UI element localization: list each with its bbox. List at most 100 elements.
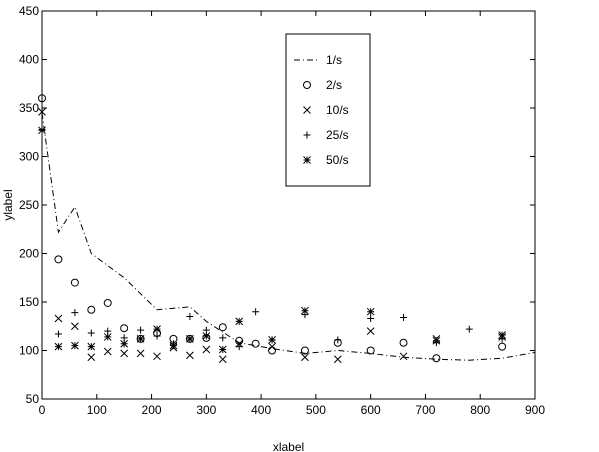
x-tick-label: 400 — [251, 403, 271, 417]
data-point — [432, 354, 441, 363]
legend-box — [285, 33, 371, 187]
legend-label: 2/s — [326, 78, 342, 92]
data-point — [366, 327, 375, 335]
legend-item: 25/s — [303, 128, 349, 142]
data-point — [300, 346, 309, 355]
legend-item: 1/s — [294, 53, 342, 67]
y-tick-label: 400 — [19, 53, 39, 67]
data-point — [153, 352, 161, 361]
x-tick-label: 800 — [470, 403, 490, 417]
data-point — [120, 324, 129, 333]
x-axis-label: xlabel — [273, 440, 304, 452]
data-point — [218, 355, 227, 364]
data-point — [268, 346, 277, 355]
data-point — [202, 345, 211, 354]
data-point — [103, 347, 112, 356]
data-point — [71, 322, 79, 331]
legend-swatch — [303, 106, 311, 114]
data-point — [498, 342, 507, 351]
series-0 — [41, 112, 536, 361]
x-tick-label: 700 — [415, 403, 435, 417]
data-point — [153, 332, 161, 340]
series-layer — [38, 94, 536, 364]
y-tick-label: 50 — [26, 392, 40, 406]
data-point — [400, 314, 408, 322]
data-point — [87, 342, 96, 351]
legend-swatch — [303, 81, 311, 89]
data-point — [235, 343, 243, 351]
data-point — [251, 339, 260, 348]
data-point — [334, 336, 342, 344]
data-point — [87, 329, 95, 337]
legend-label: 10/s — [326, 103, 349, 117]
data-point — [432, 336, 441, 345]
data-point — [399, 338, 408, 347]
series-2 — [38, 108, 506, 364]
legend-item: 2/s — [303, 78, 342, 92]
x-tick-label: 500 — [306, 403, 326, 417]
series-4 — [38, 126, 506, 354]
data-point — [87, 305, 96, 314]
data-point — [202, 332, 211, 340]
data-point — [54, 314, 63, 323]
data-point — [186, 313, 194, 321]
series-line — [41, 112, 536, 361]
data-point — [235, 317, 244, 326]
data-point — [268, 335, 276, 344]
data-point — [136, 335, 145, 343]
data-point — [366, 346, 375, 355]
data-point — [87, 353, 96, 362]
data-point — [218, 345, 227, 354]
data-point — [186, 351, 194, 360]
x-tick-label: 900 — [525, 403, 545, 417]
y-tick-label: 100 — [19, 344, 39, 358]
data-point — [136, 349, 145, 358]
data-point — [71, 309, 79, 317]
legend: 1/s 2/s 10/s 25/s 50/s — [285, 33, 371, 187]
x-tick-label: 200 — [142, 403, 162, 417]
y-tick-label: 300 — [19, 150, 39, 164]
legend-swatch — [303, 156, 311, 164]
series-1 — [38, 94, 507, 363]
data-point — [498, 331, 506, 339]
x-tick-label: 300 — [196, 403, 216, 417]
data-point — [103, 298, 112, 307]
y-tick-label: 250 — [19, 198, 39, 212]
x-tick-label: 600 — [361, 403, 381, 417]
data-point — [71, 341, 79, 350]
data-point — [103, 333, 112, 341]
legend-item: 10/s — [303, 103, 349, 117]
legend-swatch — [303, 131, 311, 139]
data-point — [218, 323, 227, 332]
data-point — [137, 326, 145, 334]
data-point — [169, 341, 178, 350]
data-point — [333, 355, 342, 364]
legend-label: 1/s — [326, 53, 342, 67]
data-point — [186, 335, 194, 343]
data-point — [153, 325, 161, 334]
data-point — [301, 353, 309, 362]
data-point — [366, 307, 375, 316]
data-point — [465, 325, 473, 333]
data-point — [268, 342, 276, 351]
y-tick-label: 200 — [19, 247, 39, 261]
x-tick-label: 0 — [39, 403, 46, 417]
data-point — [38, 108, 46, 116]
data-point — [399, 352, 408, 361]
data-point — [252, 308, 260, 316]
y-tick-label: 350 — [19, 101, 39, 115]
y-tick-label: 150 — [19, 295, 39, 309]
data-point — [70, 278, 79, 287]
data-point — [54, 342, 63, 351]
y-tick-label: 450 — [19, 4, 39, 18]
axes: 0 100 200 300 400 500 600 700 800 900 50 100 150 200 2… — [19, 4, 545, 417]
legend-item: 50/s — [303, 153, 349, 167]
data-point — [38, 126, 46, 135]
data-point — [120, 339, 129, 348]
data-point — [120, 349, 129, 358]
data-point — [38, 94, 46, 103]
data-point — [54, 255, 63, 264]
data-point — [54, 330, 62, 338]
x-tick-label: 100 — [87, 403, 107, 417]
